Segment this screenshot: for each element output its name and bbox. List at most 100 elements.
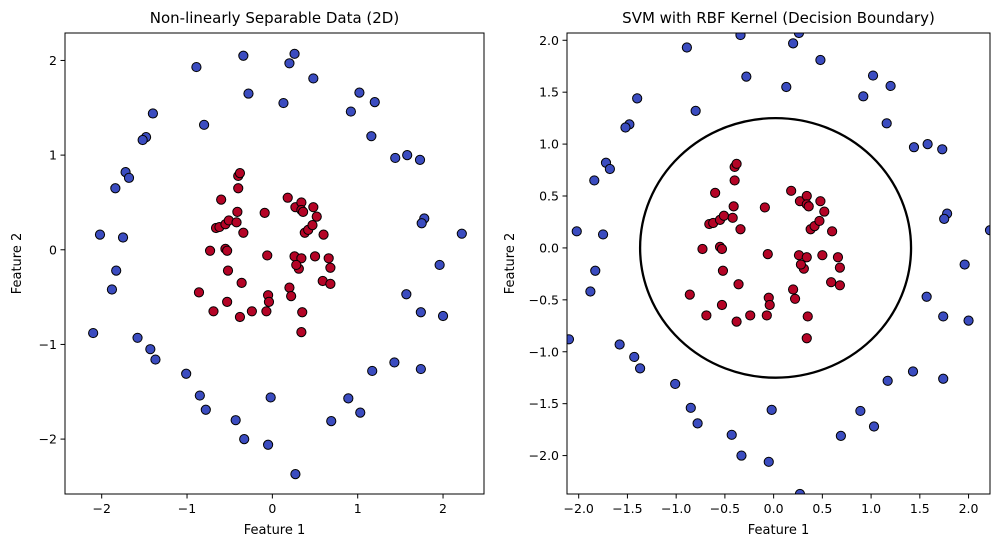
class-blue-point <box>908 142 920 153</box>
class-red-point <box>801 333 812 344</box>
class-blue-point <box>243 88 254 99</box>
class-blue-point <box>88 327 99 339</box>
class-blue-point <box>345 106 356 117</box>
class-blue-point <box>191 61 202 73</box>
class-blue-point <box>367 365 378 377</box>
class-red-point <box>238 227 249 238</box>
class-red-point <box>236 277 247 289</box>
class-blue-point <box>150 354 161 365</box>
class-red-point <box>216 194 227 205</box>
y-tick-label: −2 <box>39 432 57 447</box>
class-red-point <box>684 289 695 300</box>
class-blue-point <box>230 415 241 426</box>
class-red-point <box>745 310 756 321</box>
class-blue-point <box>632 93 643 104</box>
x-tick-label: 0.5 <box>812 501 832 516</box>
class-blue-point <box>437 310 449 322</box>
class-blue-point <box>855 405 866 417</box>
class-blue-point <box>402 150 413 161</box>
class-red-point <box>788 284 799 295</box>
class-red-point <box>728 201 739 212</box>
class-red-point <box>761 310 772 321</box>
chart-panel-2: SVM with RBF Kernel (Decision Boundary) −… <box>503 9 991 538</box>
class-blue-point <box>726 429 737 440</box>
class-blue-point <box>123 172 135 183</box>
class-blue-point <box>690 105 701 116</box>
axes-frame <box>64 32 485 495</box>
class-red-point <box>193 287 205 298</box>
class-blue-point <box>793 33 805 39</box>
class-blue-point <box>366 131 377 142</box>
class-red-point <box>231 217 242 228</box>
x-tick-label: −0.5 <box>710 501 740 516</box>
class-blue-point <box>416 218 427 229</box>
x-tick-label: 2.0 <box>959 501 979 516</box>
class-blue-point <box>106 284 118 295</box>
class-blue-point <box>181 368 192 379</box>
class-blue-point <box>614 339 625 350</box>
class-red-point <box>232 206 243 218</box>
class-blue-point <box>867 70 879 81</box>
class-blue-point <box>290 469 301 480</box>
class-red-point <box>234 167 246 179</box>
class-blue-point <box>355 407 366 418</box>
y-tick-label: 1.0 <box>539 137 559 152</box>
y-tick-label: 0.5 <box>539 189 559 204</box>
class-red-point <box>246 306 257 317</box>
class-blue-point <box>885 80 896 92</box>
y-tick-label: 1.5 <box>539 85 559 100</box>
class-blue-point <box>289 48 300 59</box>
class-blue-point <box>238 50 249 61</box>
class-red-point <box>282 192 293 203</box>
class-blue-point <box>415 307 426 318</box>
x-tick-label: −1 <box>178 501 196 516</box>
class-blue-point <box>145 344 156 355</box>
class-blue-point <box>147 108 158 119</box>
class-red-point <box>762 249 773 260</box>
class-blue-point <box>736 450 747 461</box>
class-red-point <box>291 259 302 271</box>
class-red-point <box>834 280 846 291</box>
class-red-point <box>286 291 297 302</box>
points-layer <box>88 48 467 480</box>
class-blue-point <box>198 119 210 130</box>
class-red-point <box>731 316 742 327</box>
x-tick-label: 2 <box>439 501 447 516</box>
class-blue-point <box>815 54 826 66</box>
class-red-point <box>297 307 308 318</box>
class-blue-point <box>938 373 949 384</box>
y-tick-label: 0.0 <box>539 240 559 255</box>
class-red-point <box>801 252 812 263</box>
class-blue-point <box>590 265 601 276</box>
class-red-point <box>819 206 830 217</box>
class-blue-point <box>200 404 211 415</box>
class-blue-point <box>835 430 846 441</box>
x-tick-label: 0 <box>268 501 276 516</box>
class-red-point <box>222 265 234 276</box>
class-blue-point <box>278 97 289 109</box>
y-tick-label: −2.0 <box>529 448 559 463</box>
class-red-point <box>716 299 728 311</box>
x-axis-label: Feature 1 <box>748 523 810 538</box>
class-blue-point <box>604 163 615 175</box>
y-tick-label: −1.0 <box>529 344 559 359</box>
class-red-point <box>834 262 846 273</box>
class-red-point <box>735 224 746 235</box>
class-blue-point <box>692 418 703 429</box>
class-red-point <box>817 250 828 261</box>
x-tick-label: 1 <box>354 501 362 516</box>
x-tick-label: −2.0 <box>564 501 594 516</box>
class-blue-point <box>354 87 365 98</box>
class-red-point <box>729 175 740 186</box>
class-blue-point <box>265 392 276 403</box>
y-tick-label: −1 <box>39 337 57 352</box>
class-blue-point <box>571 226 582 237</box>
class-blue-point <box>921 291 932 302</box>
x-tick-label: 0.0 <box>764 501 784 516</box>
class-blue-point <box>262 439 274 450</box>
chart-title: SVM with RBF Kernel (Decision Boundary) <box>622 9 935 27</box>
class-red-point <box>284 282 295 293</box>
class-blue-point <box>858 91 869 102</box>
class-red-point <box>764 299 775 311</box>
